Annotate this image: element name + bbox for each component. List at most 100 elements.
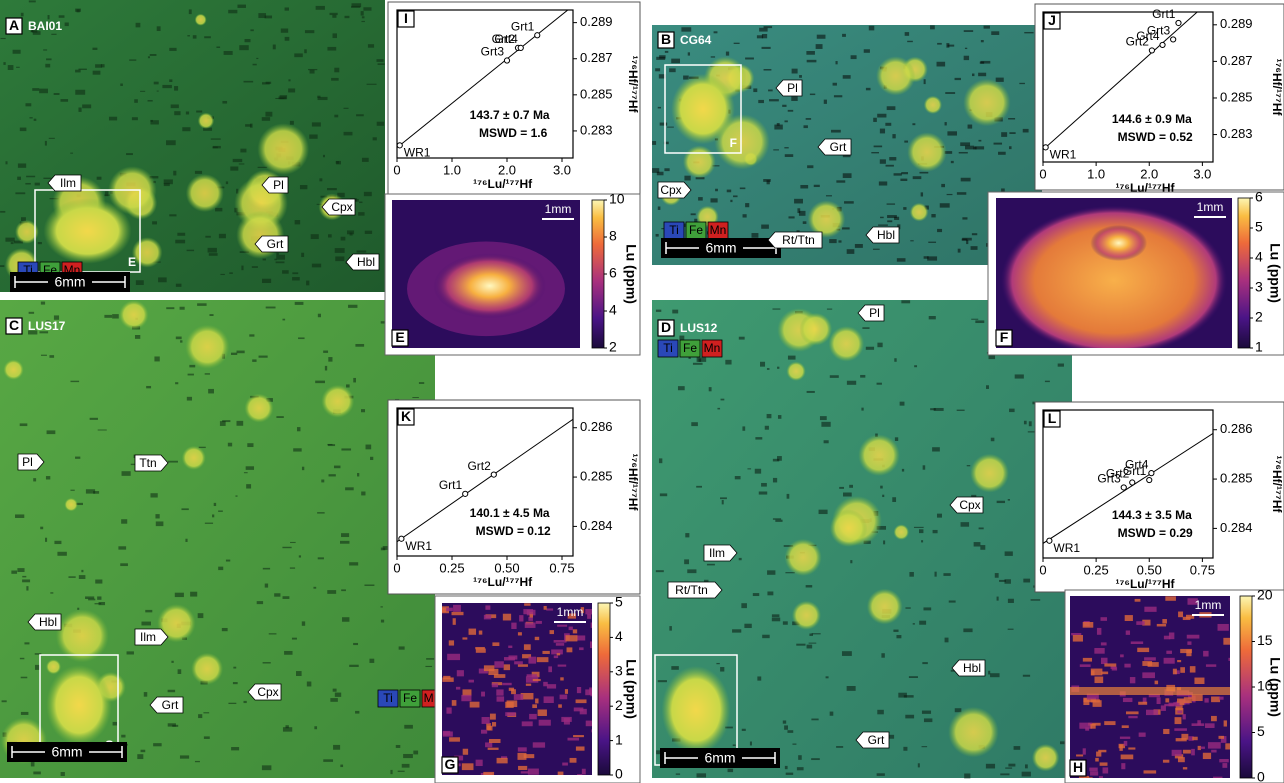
map-texture: [784, 120, 788, 123]
map-texture: [282, 270, 289, 274]
lu-texture: [534, 636, 540, 641]
map-texture: [334, 692, 342, 697]
lu-texture: [483, 665, 495, 672]
element-label: Fe: [689, 223, 703, 237]
map-texture: [772, 518, 782, 520]
map-texture: [1013, 746, 1021, 750]
map-texture: [265, 81, 272, 84]
map-texture: [825, 195, 832, 197]
map-texture: [836, 746, 844, 748]
map-texture: [308, 68, 318, 71]
garnet: [807, 200, 846, 239]
map-texture: [971, 318, 979, 320]
colorbar-tick-label: 3: [615, 663, 623, 679]
data-point: [396, 142, 403, 149]
map-texture: [823, 440, 829, 444]
element-label: Ti: [383, 691, 393, 705]
map-texture: [404, 724, 413, 729]
lu-texture: [566, 647, 573, 653]
map-texture: [905, 714, 915, 719]
map-texture: [343, 131, 353, 136]
map-texture: [346, 384, 350, 388]
map-texture: [806, 644, 813, 649]
colorbar-tick-label: 4: [1255, 249, 1263, 265]
map-texture: [237, 4, 246, 8]
colorbar-tick-label: 0: [615, 766, 623, 782]
map-texture: [403, 753, 413, 759]
map-texture: [990, 673, 1000, 678]
lu-texture: [508, 645, 513, 648]
map-texture: [936, 61, 946, 67]
map-texture: [175, 239, 186, 244]
y-tick-label: 0.285: [1220, 89, 1253, 104]
map-texture: [7, 65, 14, 70]
map-texture: [782, 621, 788, 625]
map-texture: [265, 111, 273, 117]
colorbar: [1237, 197, 1251, 349]
lu-texture: [556, 653, 561, 656]
map-texture: [1009, 132, 1016, 134]
colorbar-label: Lu (ppm): [623, 244, 639, 304]
lu-texture: [443, 675, 451, 680]
map-texture: [669, 626, 672, 631]
map-texture: [301, 621, 306, 626]
lu-texture: [1180, 667, 1185, 673]
lu-texture: [1185, 614, 1195, 619]
lu-texture: [581, 768, 586, 775]
map-texture: [936, 513, 942, 518]
lu-texture: [576, 686, 582, 694]
map-texture: [958, 151, 968, 154]
map-texture: [932, 529, 938, 534]
map-texture: [754, 468, 762, 474]
map-texture: [1, 700, 7, 703]
lu-texture: [546, 684, 557, 689]
garnet: [799, 312, 833, 346]
map-texture: [275, 261, 285, 264]
map-texture: [26, 175, 36, 178]
map-texture: [70, 380, 80, 383]
garnet: [791, 600, 821, 630]
map-texture: [656, 171, 664, 176]
lu-texture: [517, 752, 527, 760]
lu-texture: [553, 640, 567, 643]
map-texture: [17, 568, 25, 573]
map-texture: [930, 25, 935, 30]
map-texture: [370, 456, 374, 461]
lu-texture: [1203, 650, 1209, 657]
lu-texture: [567, 737, 580, 741]
map-texture: [121, 519, 128, 524]
lu-texture: [1180, 648, 1192, 654]
map-texture: [954, 77, 961, 81]
map-texture: [245, 466, 255, 470]
element-swatch: [679, 339, 701, 358]
map-texture: [831, 129, 841, 133]
lu-texture: [462, 748, 469, 755]
lu-texture: [486, 723, 491, 730]
map-texture: [698, 197, 703, 201]
lu-texture: [483, 771, 495, 775]
lu-texture: [491, 683, 499, 688]
lu-texture: [1162, 759, 1170, 763]
map-texture: [310, 234, 319, 240]
lu-texture: [1228, 657, 1230, 661]
map-texture: [829, 711, 834, 716]
map-texture: [980, 60, 991, 64]
map-texture: [156, 26, 161, 32]
map-texture: [872, 248, 880, 250]
map-texture: [881, 653, 885, 658]
map-texture: [1023, 578, 1031, 583]
map-texture: [998, 151, 1006, 155]
map-texture: [996, 500, 1006, 504]
lu-texture: [1202, 752, 1212, 760]
map-texture: [328, 474, 336, 477]
map-texture: [657, 106, 661, 109]
lu-texture: [1222, 763, 1228, 768]
map-texture: [896, 635, 902, 639]
map-texture: [978, 72, 987, 77]
map-texture: [1001, 188, 1005, 193]
lu-texture: [1094, 648, 1105, 654]
y-axis-label: ¹⁷⁶Hf/¹⁷⁷Hf: [626, 453, 640, 511]
lu-texture: [555, 643, 565, 646]
map-texture: [47, 15, 50, 20]
map-texture: [348, 304, 358, 308]
